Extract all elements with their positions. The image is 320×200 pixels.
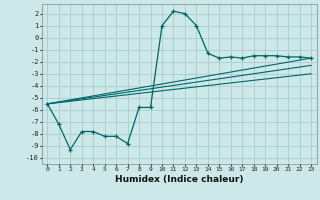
X-axis label: Humidex (Indice chaleur): Humidex (Indice chaleur)	[115, 175, 244, 184]
